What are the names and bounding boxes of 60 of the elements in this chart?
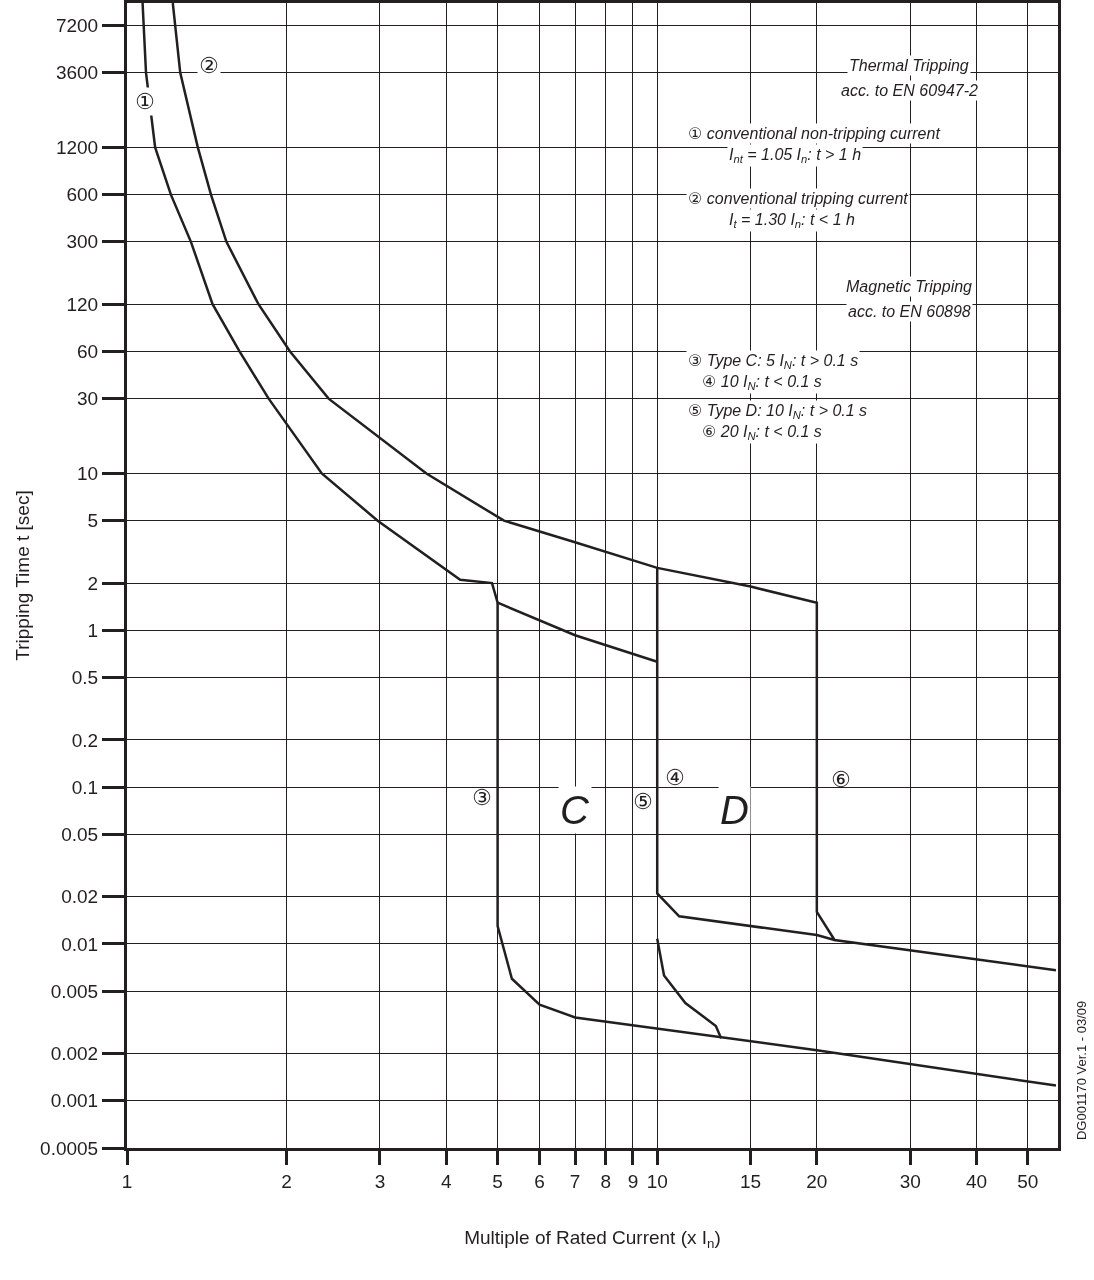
x-tick-label: 10 [646, 1170, 668, 1192]
y-tick-label: 600 [66, 184, 99, 206]
y-tick-label: 10 [77, 463, 99, 485]
y-tick-label: 30 [77, 388, 99, 410]
y-tick-label: 7200 [55, 15, 99, 37]
annotation: C [560, 788, 590, 832]
x-tick-label: 20 [806, 1170, 828, 1192]
y-tick-label: 5 [87, 510, 99, 532]
annotation: ① conventional non-tripping current [688, 125, 941, 142]
y-tick-label: 0.5 [71, 667, 99, 689]
annotation: I$_{t}$ = 1.30 I$_{n}$: t < 1 h [729, 211, 855, 231]
x-tick-label: 8 [600, 1170, 612, 1192]
x-tick-label: 50 [1017, 1170, 1039, 1192]
x-tick-label: 7 [569, 1170, 581, 1192]
x-tick-label: 3 [374, 1170, 386, 1192]
y-axis-title: Tripping Time t [sec] [11, 490, 33, 661]
y-tick-label: 120 [66, 293, 99, 315]
y-tick-label: 0.001 [50, 1090, 99, 1112]
annotation: ③ Type C: 5 I$_{N}$: t > 0.1 s [688, 352, 859, 372]
y-tick-label: 1200 [55, 137, 99, 159]
annotation: ② conventional tripping current [688, 190, 909, 207]
y-tick-label: 0.002 [50, 1043, 99, 1065]
x-tick-label: 6 [534, 1170, 545, 1192]
annotation: ⑤ Type D: 10 I$_{N}$: t > 0.1 s [688, 402, 868, 422]
annotation: D [720, 788, 749, 832]
annotation: acc. to EN 60898 [848, 303, 971, 320]
x-tick-label: 1 [121, 1170, 133, 1192]
y-tick-label: 300 [66, 231, 99, 253]
x-tick-label: 15 [740, 1170, 762, 1192]
y-tick-label: 0.005 [50, 980, 99, 1002]
y-tick-label: 0.0005 [40, 1137, 99, 1159]
annotation: ⑤ [633, 789, 653, 814]
annotation: Magnetic Tripping [846, 278, 973, 295]
annotation: Thermal Tripping [849, 57, 969, 74]
y-tick-label: 60 [77, 341, 99, 363]
y-tick-label: 3600 [55, 62, 99, 84]
annotation: ⑥ 20 I$_{N}$: t < 0.1 s [702, 423, 822, 443]
annotation: I$_{nt}$ = 1.05 I$_{n}$: t > 1 h [729, 146, 862, 166]
text: DG001170 Ver.1 - 03/09 [1073, 1000, 1089, 1141]
annotation: ③ [472, 785, 492, 810]
x-axis-title: Multiple of Rated Current (x I$_{n}$) [464, 1226, 721, 1251]
annotation: ④ 10 I$_{N}$: t < 0.1 s [702, 373, 822, 393]
annotation: ② [199, 53, 219, 78]
x-tick-label: 30 [899, 1170, 921, 1192]
y-tick-label: 1 [87, 619, 99, 641]
annotation: ④ [665, 765, 685, 790]
y-tick-label: 0.01 [61, 933, 99, 955]
annotation: ⑥ [831, 767, 851, 792]
x-tick-label: 4 [440, 1170, 452, 1192]
annotation: acc. to EN 60947-2 [841, 82, 979, 99]
x-tick-label: 9 [627, 1170, 639, 1192]
y-tick-label: 0.1 [71, 776, 99, 798]
y-tick-label: 0.02 [61, 886, 99, 908]
x-tick-label: 2 [281, 1170, 292, 1192]
y-tick-label: 0.2 [71, 729, 99, 751]
x-tick-label: 5 [492, 1170, 503, 1192]
y-tick-label: 2 [87, 572, 99, 594]
y-tick-label: 0.05 [61, 824, 99, 845]
annotation: ① [135, 89, 155, 114]
x-tick-label: 40 [965, 1170, 988, 1192]
